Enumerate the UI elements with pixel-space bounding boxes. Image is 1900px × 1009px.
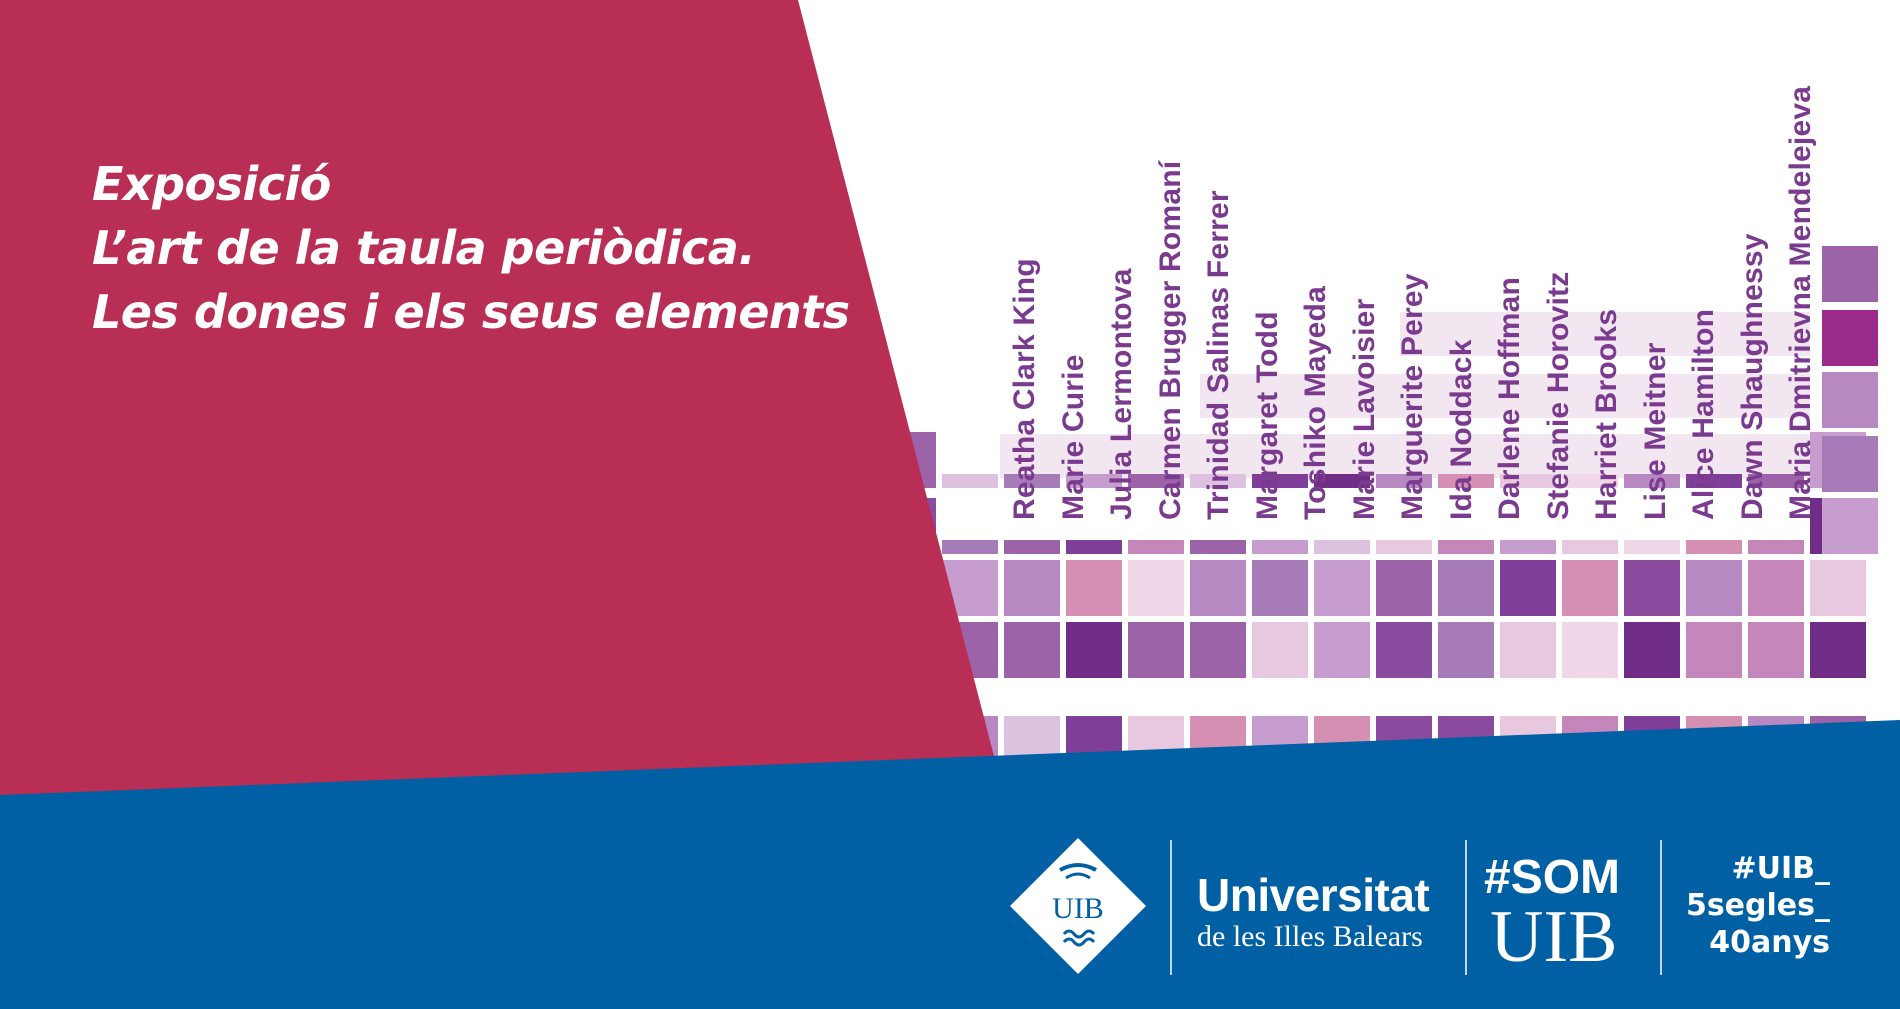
grid-tile (1004, 474, 1060, 488)
grid-tile (1562, 560, 1618, 616)
grid-tile (1624, 540, 1680, 554)
emblem-text: UIB (1052, 892, 1104, 925)
grid-tile (1128, 622, 1184, 678)
grid-tile (1314, 474, 1370, 488)
grid-tile (1748, 622, 1804, 678)
grid-tile (1438, 474, 1494, 488)
grid-tile (1066, 474, 1122, 488)
grid-band (1200, 374, 1810, 418)
grid-tile (1438, 540, 1494, 554)
grid-tile (1252, 560, 1308, 616)
grid-tile (1748, 540, 1804, 554)
grid-tile (1438, 560, 1494, 616)
grid-tile (1748, 560, 1804, 616)
grid-tile (1128, 560, 1184, 616)
hashtag-line-1: #UIB_ (1731, 851, 1830, 886)
grid-tile (1376, 622, 1432, 678)
grid-tile (1500, 560, 1556, 616)
grid-tile (1810, 560, 1866, 616)
grid-tile (1190, 622, 1246, 678)
grid-tile (1822, 436, 1878, 492)
grid-tile (1500, 474, 1556, 488)
grid-tile (1252, 622, 1308, 678)
grid-tile (1686, 474, 1742, 488)
uib-emblem-logo: UIB (1010, 838, 1146, 974)
hashtag-line-2: 5segles_ (1685, 888, 1830, 923)
grid-tile (1562, 474, 1618, 488)
exhibition-title: Exposició L’art de la taula periòdica. L… (92, 152, 850, 344)
grid-tile (942, 474, 998, 488)
grid-tile (1562, 622, 1618, 678)
university-name: Universitat (1197, 869, 1430, 921)
grid-tile (1686, 622, 1742, 678)
grid-tile (1190, 540, 1246, 554)
grid-tile (1004, 622, 1060, 678)
grid-tile (1252, 540, 1308, 554)
grid-tile (1314, 622, 1370, 678)
grid-tile (1066, 622, 1122, 678)
grid-tile (942, 540, 998, 554)
anniversary-hashtag: #UIB_ 5segles_ 40anys (1686, 850, 1830, 961)
grid-tile (1500, 540, 1556, 554)
grid-tile (1252, 474, 1308, 488)
hashtag-line-3: 40anys (1709, 925, 1830, 960)
divider-2 (1465, 840, 1467, 975)
grid-tile (1128, 474, 1184, 488)
grid-tile (1376, 560, 1432, 616)
grid-tile (1190, 474, 1246, 488)
grid-tile (1686, 540, 1742, 554)
grid-tile (1748, 474, 1804, 488)
som-uib-wordmark: UIB (1490, 896, 1618, 978)
grid-tile (1376, 540, 1432, 554)
divider-3 (1660, 840, 1662, 975)
grid-band (1000, 434, 1810, 478)
grid-tile (1066, 540, 1122, 554)
title-line-2: L’art de la taula periòdica. (92, 221, 756, 275)
grid-tile (1438, 622, 1494, 678)
grid-tile (1314, 540, 1370, 554)
grid-tile (1066, 716, 1122, 756)
grid-tile (1686, 560, 1742, 616)
grid-tile (1624, 560, 1680, 616)
grid-band (1400, 312, 1810, 356)
grid-tile (1128, 540, 1184, 554)
grid-tile (1376, 474, 1432, 488)
grid-tile (1822, 498, 1878, 554)
grid-tile (1314, 560, 1370, 616)
grid-tile (1822, 246, 1878, 302)
grid-tile (1562, 540, 1618, 554)
grid-tile (1190, 560, 1246, 616)
grid-tile (1822, 310, 1878, 366)
divider-1 (1170, 840, 1172, 975)
grid-tile (1500, 622, 1556, 678)
title-line-1: Exposició (92, 157, 331, 211)
grid-tile (1810, 622, 1866, 678)
grid-tile (1624, 622, 1680, 678)
grid-tile (1624, 474, 1680, 488)
grid-tile (1004, 540, 1060, 554)
grid-tile (1822, 372, 1878, 428)
grid-tile (1004, 560, 1060, 616)
grid-tile (1004, 716, 1060, 756)
som-hashtag: #SOM (1484, 851, 1621, 904)
title-line-3: Les dones i els seus elements (92, 285, 850, 339)
grid-tile (1066, 560, 1122, 616)
university-subtitle: de les Illes Balears (1197, 920, 1423, 953)
